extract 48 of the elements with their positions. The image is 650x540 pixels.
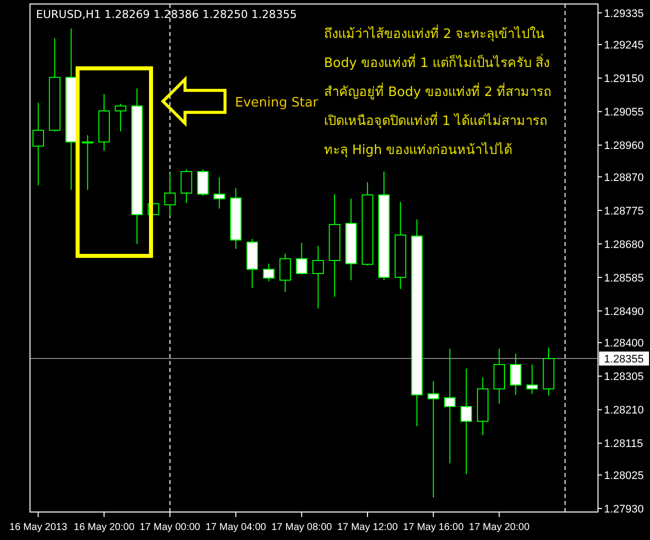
y-tick-label: 1.29245 [604, 40, 644, 52]
candlestick [279, 253, 291, 292]
x-tick-label: 16 May 20:00 [74, 522, 135, 533]
y-tick-label: 1.29055 [604, 106, 644, 119]
annotation: เปิดเหนือจุดปิดแท่งที่ 1 ได้แต่ไม่สามารถ [324, 112, 548, 129]
x-tick-label: 17 May 12:00 [337, 522, 398, 533]
y-tick-label: 1.28870 [604, 172, 644, 184]
x-tick-label: 17 May 08:00 [271, 522, 332, 533]
y-tick-label: 1.27930 [604, 503, 644, 516]
annotation: ถึงแม้ว่าไส้ของแท่งที่ 2 จะทะลุเข้าไปใน [324, 25, 545, 42]
y-tick-label: 1.28585 [604, 272, 644, 284]
chart-title: EURUSD,H1 1.28269 1.28386 1.28250 1.28355 [36, 8, 297, 21]
candlestick [82, 134, 94, 190]
candlestick [180, 168, 192, 204]
y-tick-label: 1.28115 [604, 438, 643, 450]
candlestick [32, 102, 44, 186]
y-tick-label: 1.28305 [604, 371, 644, 384]
x-tick-label: 17 May 16:00 [403, 522, 464, 533]
x-tick-label: 16 May 2013 [9, 522, 68, 533]
y-tick-label: 1.29150 [604, 73, 644, 86]
annotation: Body ของแท่งที่ 1 แต่ก็ไม่เป็นไรครับ สิ่ง [324, 53, 550, 71]
y-tick-label: 1.28680 [604, 238, 644, 251]
y-tick-label: 1.28025 [604, 470, 644, 482]
candlestick [114, 103, 126, 132]
candlestick [312, 246, 324, 309]
x-tick-label: 17 May 04:00 [205, 522, 267, 533]
ref-line-label: 1.28355 [604, 354, 644, 366]
candlestick [164, 172, 176, 217]
y-tick-label: 1.28960 [604, 140, 644, 152]
x-tick-label: 17 May 00:00 [140, 522, 201, 533]
y-tick-label: 1.28490 [604, 306, 644, 318]
candlestick [526, 364, 538, 394]
annotation: Evening Star [235, 95, 319, 110]
x-tick-label: 17 May 20:00 [468, 522, 530, 533]
candlestick [428, 380, 440, 498]
candlestick [214, 176, 226, 210]
candlestick [197, 168, 209, 196]
candlestick [444, 348, 456, 464]
y-tick-label: 1.28210 [604, 404, 644, 417]
candlestick [296, 242, 308, 275]
annotation: สำคัญอยู่ที่ Body ของแท่งที่ 2 ที่สามารถ [324, 83, 552, 100]
y-tick-label: 1.29335 [604, 8, 644, 20]
y-tick-label: 1.28400 [604, 338, 644, 350]
candlestick [460, 368, 472, 475]
y-tick-label: 1.28775 [604, 205, 644, 218]
candlestick [510, 353, 522, 396]
candlestick [262, 263, 274, 282]
annotation: ทะลุ High ของแท่งก่อนหน้าไปได้ [324, 142, 512, 158]
